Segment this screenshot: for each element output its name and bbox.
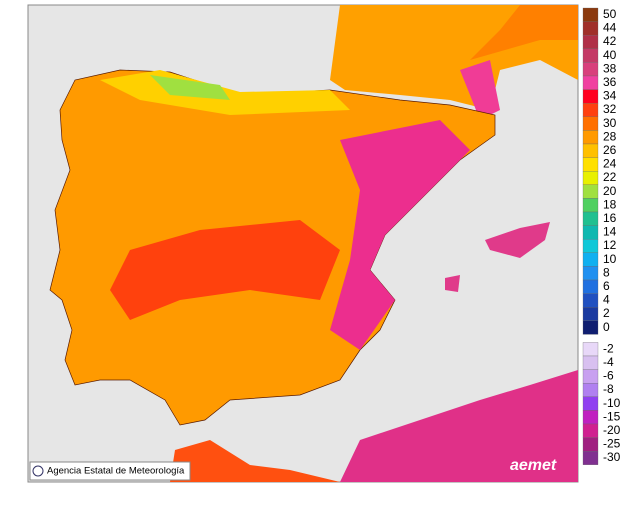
legend-label: -20 [603,423,621,437]
legend-swatch [582,89,599,104]
legend-label: 44 [603,21,617,35]
legend-label: -2 [603,341,614,355]
legend-swatch [582,369,599,384]
legend-swatch [582,320,599,335]
legend-swatch [582,451,599,465]
legend-swatch [582,266,599,281]
legend-label: 30 [603,116,617,130]
legend-label: -25 [603,437,621,451]
legend-label: -10 [603,396,621,410]
france-hot [460,60,500,120]
legend-swatch [582,116,599,131]
legend-label: 34 [603,89,617,103]
legend-swatch [582,21,599,36]
legend-label: -6 [603,369,614,383]
legend-swatch [582,383,599,397]
legend-label: 18 [603,197,617,211]
credit-box [29,461,191,481]
legend-swatch [582,355,599,370]
cantabrian-range [150,75,230,100]
legend-swatch [582,423,599,438]
legend: 5044424038363432302826242220181614121086… [582,7,621,465]
legend-label: -30 [603,450,621,464]
morocco-north [170,440,340,482]
legend-swatch [582,157,599,172]
legend-swatch [582,342,599,357]
legend-swatch [582,225,599,240]
legend-swatch [582,239,599,253]
legend-label: 36 [603,75,617,89]
legend-label: 24 [603,157,617,171]
legend-swatch [582,75,599,90]
legend-swatch [582,410,599,425]
legend-swatch [582,184,599,199]
legend-swatch [582,307,599,321]
legend-label: 42 [603,34,617,48]
legend-swatch [582,130,599,145]
hot-interior [110,220,340,320]
east-hot [330,120,470,350]
legend-swatch [582,437,599,452]
legend-label: 0 [603,320,610,334]
ibiza [445,275,460,292]
legend-label: 6 [603,279,610,293]
legend-swatch [582,211,599,226]
legend-swatch [582,396,599,411]
legend-swatch [582,35,599,49]
legend-label: 4 [603,293,610,307]
legend-label: 16 [603,211,617,225]
legend-label: 12 [603,238,617,252]
legend-label: 28 [603,129,617,143]
legend-swatch [582,293,599,308]
legend-label: 14 [603,225,617,239]
legend-label: 38 [603,61,617,75]
legend-swatch [582,171,599,185]
legend-label: 26 [603,143,617,157]
north-africa [340,370,578,482]
legend-swatch [582,7,599,22]
credit-icon [32,465,44,477]
legend-swatch [582,62,599,77]
legend-label: 20 [603,184,617,198]
legend-label: -8 [603,382,614,396]
legend-label: -4 [603,355,614,369]
legend-swatch [582,198,599,213]
legend-swatch [582,279,599,294]
legend-label: 2 [603,306,610,320]
legend-swatch [582,252,599,267]
france-south [470,5,578,60]
legend-label: -15 [603,409,621,423]
mallorca [485,222,550,258]
legend-swatch [582,103,599,117]
legend-swatch [582,143,599,158]
legend-label: 40 [603,48,617,62]
legend-label: 32 [603,102,617,116]
legend-label: 50 [603,7,617,21]
credit-text: Agencia Estatal de Meteorología [47,466,185,477]
logo: aemet [510,457,557,474]
legend-label: 22 [603,170,617,184]
legend-swatch [582,48,599,63]
legend-label: 10 [603,252,617,266]
legend-label: 8 [603,265,610,279]
